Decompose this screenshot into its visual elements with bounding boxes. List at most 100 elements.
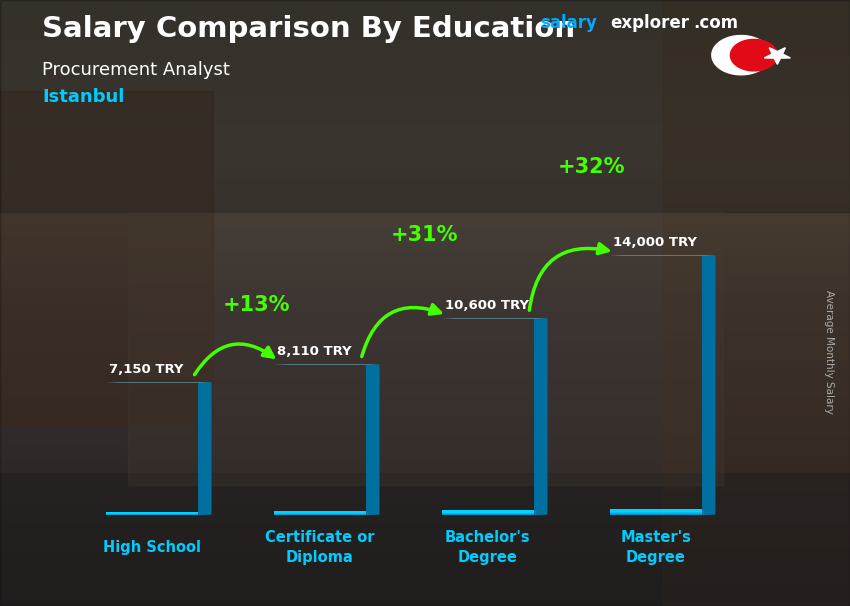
Bar [442,511,534,513]
Bar [609,511,702,514]
Bar [274,513,366,514]
Polygon shape [128,212,722,485]
Bar [442,512,534,514]
Text: .com: .com [694,14,739,32]
Polygon shape [730,39,777,71]
Bar [105,513,198,514]
Bar [609,509,702,513]
Bar [105,513,198,514]
Bar [105,513,198,515]
Text: Istanbul: Istanbul [42,88,125,106]
Bar [442,512,534,514]
Bar [609,510,702,513]
Bar [274,511,366,513]
Bar [442,512,534,514]
Bar [609,510,702,513]
Bar [274,513,366,515]
Bar [105,512,198,513]
Bar [274,512,366,514]
Bar [274,512,366,514]
Bar [105,512,198,514]
Text: Salary Comparison By Education: Salary Comparison By Education [42,15,575,43]
Polygon shape [534,318,547,515]
Bar [105,512,198,513]
Bar [274,511,366,513]
Bar [609,508,702,512]
Bar [609,510,702,514]
Bar [274,511,366,513]
Bar [274,513,366,514]
Text: 8,110 TRY: 8,110 TRY [277,345,352,358]
Bar [442,511,534,513]
Bar [609,511,702,515]
Bar [609,510,702,513]
Bar [609,510,702,513]
Bar [274,513,366,514]
Text: explorer: explorer [610,14,689,32]
Bar [105,513,198,514]
Polygon shape [198,382,212,515]
Bar [105,512,198,514]
Bar [274,513,366,515]
Bar [105,513,198,515]
Bar [609,510,702,513]
Bar [274,512,366,514]
Bar [274,512,366,514]
Bar [105,512,198,514]
Bar [105,513,198,514]
Bar [442,511,534,513]
Bar [274,511,366,514]
Bar [442,511,534,513]
Text: Master's
Degree: Master's Degree [620,530,691,565]
Bar [442,512,534,514]
Bar [105,513,198,515]
Bar [609,511,702,514]
Bar [105,513,198,515]
FancyArrowPatch shape [195,344,274,375]
Text: Average Monthly Salary: Average Monthly Salary [824,290,834,413]
Bar [442,511,534,513]
Bar [609,511,702,514]
Bar [609,511,702,514]
Text: Bachelor's
Degree: Bachelor's Degree [445,530,530,565]
Bar [609,508,702,512]
Bar [609,509,702,512]
Bar [442,513,534,515]
Bar [609,511,702,514]
Bar [274,511,366,513]
Bar [442,512,534,514]
Bar [442,512,534,515]
Bar [105,512,198,514]
Text: salary: salary [540,14,597,32]
Bar [609,511,702,514]
Bar [609,511,702,514]
Polygon shape [0,473,850,606]
Bar [442,512,534,514]
Bar [442,512,534,514]
Bar [274,513,366,515]
Polygon shape [702,255,716,515]
Bar [274,513,366,514]
Bar [609,511,702,514]
Bar [609,511,702,515]
Bar [105,513,198,514]
Bar [609,510,702,513]
Bar [105,512,198,514]
Bar [105,513,198,514]
Bar [105,512,198,514]
Bar [442,511,534,513]
Bar [105,512,198,514]
Bar [105,513,198,515]
Bar [105,513,198,514]
Bar [442,510,534,513]
Bar [442,513,534,515]
Bar [609,509,702,513]
Bar [105,513,198,515]
Bar [442,510,534,513]
Bar [274,513,366,515]
Bar [105,513,198,515]
Bar [442,510,534,513]
Bar [609,511,702,514]
Bar [274,513,366,514]
Bar [609,510,702,513]
